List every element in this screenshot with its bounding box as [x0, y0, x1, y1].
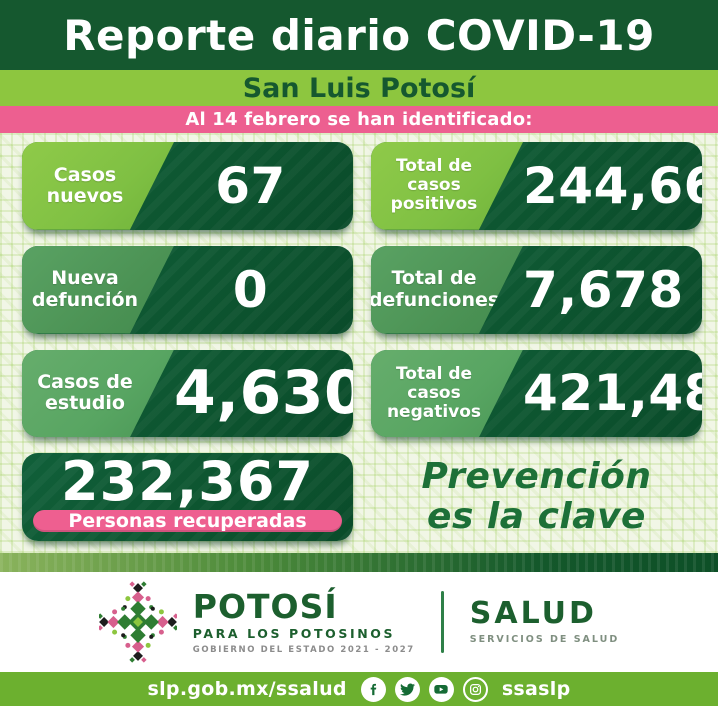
- stat-label-line: Total de: [391, 267, 477, 290]
- date-banner: Al 14 febrero se han identificado:: [0, 106, 718, 133]
- title-band: Reporte diario COVID-19: [0, 0, 718, 70]
- stats-grid: Casos nuevos 67 Total de casos positivos…: [22, 142, 702, 541]
- stat-label-line: defunciones: [371, 288, 500, 311]
- footer-bar: slp.gob.mx/ssalud ssaslp: [0, 672, 718, 706]
- potosi-rosette-emblem: [98, 581, 177, 663]
- stat-label-line: casos: [407, 382, 461, 403]
- salud-subline: SERVICIOS DE SALUD: [469, 634, 620, 645]
- youtube-icon: [428, 676, 454, 702]
- stat-label-line: Casos de: [37, 371, 133, 394]
- stat-card-nueva-defuncion: Nueva defunción 0: [22, 245, 353, 334]
- stat-label: Casos de estudio: [22, 349, 174, 438]
- recovered-pill: Personas recuperadas: [33, 510, 342, 533]
- prevention-line: Prevención: [421, 455, 652, 497]
- stat-card-total-defunciones: Total de defunciones 7,678: [371, 245, 702, 334]
- facebook-icon: [360, 676, 386, 702]
- logo-divider: [440, 591, 444, 653]
- twitter-icon: [394, 676, 420, 702]
- prevention-line: es la clave: [427, 496, 646, 538]
- potosi-subline: GOBIERNO DEL ESTADO 2021 - 2027: [192, 644, 415, 655]
- stat-label-line: Casos: [53, 163, 117, 186]
- instagram-icon: [462, 676, 488, 702]
- potosi-logo: POTOSÍ PARA LOS POTOSINOS GOBIERNO DEL E…: [193, 590, 415, 655]
- page-title: Reporte diario COVID-19: [63, 10, 655, 60]
- stat-label-line: casos: [407, 175, 461, 196]
- stat-value: 4,630: [174, 358, 353, 429]
- stat-value: 421,484: [523, 364, 702, 423]
- stat-card-casos-nuevos: Casos nuevos 67: [22, 142, 353, 230]
- stat-value: 67: [215, 156, 286, 215]
- stat-label-line: nuevos: [46, 184, 124, 207]
- state-name: San Luis Potosí: [242, 72, 476, 104]
- stat-card-casos-estudio: Casos de estudio 4,630: [22, 349, 353, 438]
- recovered-label: Personas recuperadas: [68, 510, 307, 533]
- potosi-tagline: PARA LOS POTOSINOS: [192, 625, 396, 641]
- stat-card-recuperados: 232,367 Personas recuperadas: [22, 453, 353, 541]
- stat-label-line: Nueva: [51, 267, 119, 290]
- recovered-value: 232,367: [61, 453, 314, 514]
- logos-section: POTOSÍ PARA LOS POTOSINOS GOBIERNO DEL E…: [0, 572, 718, 672]
- stat-label: Casos nuevos: [22, 142, 174, 230]
- social-icons: [360, 676, 488, 702]
- subtitle-band: San Luis Potosí: [0, 70, 718, 106]
- stats-area: Casos nuevos 67 Total de casos positivos…: [0, 133, 718, 553]
- stat-value: 0: [232, 260, 269, 319]
- bottom-margin: [0, 706, 718, 718]
- potosi-wordmark: POTOSÍ: [192, 586, 338, 626]
- stat-card-total-negativos: Total de casos negativos 421,484: [371, 349, 702, 438]
- stat-label-line: Total de: [395, 363, 473, 384]
- divider-strip: [0, 553, 718, 572]
- salud-logo: SALUD SERVICIOS DE SALUD: [469, 596, 620, 646]
- footer-url: slp.gob.mx/ssalud: [147, 678, 347, 700]
- date-banner-text: Al 14 febrero se han identificado:: [185, 109, 533, 130]
- stat-card-total-positivos: Total de casos positivos 244,664: [371, 142, 702, 230]
- footer-social-handle: ssaslp: [501, 678, 571, 700]
- stat-label: Total de casos positivos: [371, 142, 523, 230]
- stat-label-line: defunción: [31, 288, 139, 311]
- prevention-slogan: Prevención es la clave: [371, 453, 702, 541]
- stat-label: Total de casos negativos: [371, 349, 523, 438]
- salud-wordmark: SALUD: [469, 596, 597, 631]
- stat-label: Total de defunciones: [371, 245, 523, 334]
- stat-label-line: Total de: [395, 156, 473, 177]
- stat-value: 7,678: [523, 260, 684, 319]
- stat-label-line: positivos: [390, 194, 478, 215]
- stat-value: 244,664: [523, 156, 702, 215]
- stat-label: Nueva defunción: [22, 245, 174, 334]
- stat-label-line: negativos: [386, 401, 482, 422]
- stat-label-line: estudio: [45, 392, 125, 415]
